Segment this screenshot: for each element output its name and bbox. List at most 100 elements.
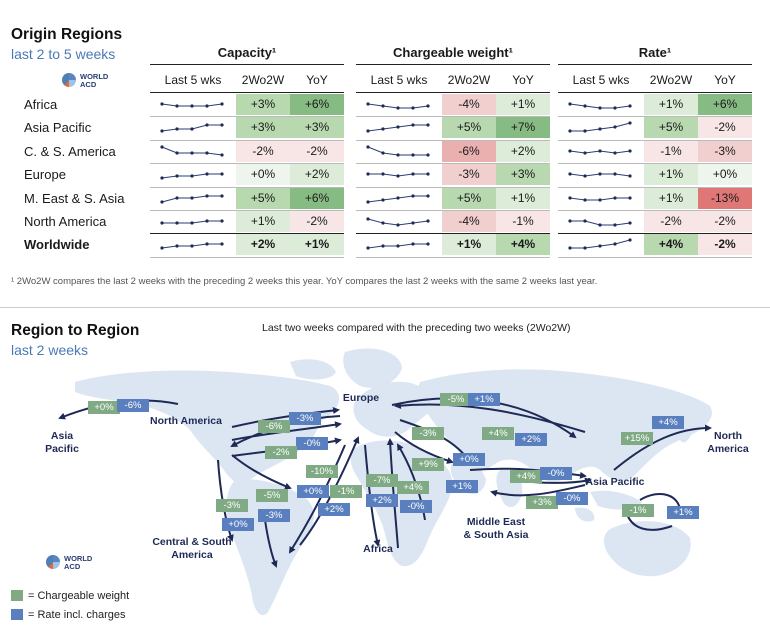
chargeable-weight-badge: +9% [412, 458, 444, 471]
rate-badge: +2% [318, 503, 350, 516]
sparkline [568, 102, 632, 110]
trade-flow-arrow [231, 407, 340, 428]
sparkline [366, 242, 430, 250]
column-header: Last 5 wks [572, 73, 630, 87]
row-rule [356, 163, 550, 165]
rate-badge: -0% [540, 467, 572, 480]
map-label-africa: Africa [363, 543, 393, 555]
logo-text: WORLD ACD [80, 72, 109, 89]
value-cell: -4% [442, 211, 496, 232]
sparkline [366, 102, 430, 110]
group-header-rule [558, 64, 752, 65]
chargeable-weight-badge: -5% [256, 489, 288, 502]
rate-badge: -3% [289, 412, 321, 425]
value-cell: -2% [698, 234, 752, 256]
row-rule [150, 163, 344, 165]
sparkline [160, 102, 224, 108]
sparkline [568, 195, 632, 202]
value-cell: -2% [644, 211, 698, 232]
chargeable-weight-badge: -1% [622, 504, 654, 517]
rate-badge: +4% [652, 416, 684, 429]
sparkline [366, 217, 430, 227]
value-cell: -1% [644, 140, 698, 162]
value-cell: +3% [236, 94, 290, 115]
sparkline [366, 172, 430, 178]
row-label: Asia Pacific [24, 120, 92, 136]
column-header: Last 5 wks [164, 73, 222, 87]
rate-badge: +2% [515, 433, 547, 446]
row-rule [558, 210, 752, 211]
value-cell: +7% [496, 117, 550, 139]
map-label-central-south-america: Central & South America [152, 536, 232, 561]
value-cell: -2% [236, 140, 290, 162]
page-subtitle: last 2 to 5 weeks [11, 46, 116, 62]
value-cell: -2% [698, 117, 752, 139]
trade-flow-arrow [264, 519, 278, 568]
legend-label-chargeable-weight: = Chargeable weight [28, 590, 130, 602]
value-cell: +2% [290, 164, 344, 186]
column-header: 2Wo2W [447, 73, 491, 87]
chargeable-weight-badge: +15% [621, 432, 653, 445]
group-header-rule [356, 64, 550, 65]
row-rule [150, 256, 344, 258]
chargeable-weight-badge: -6% [258, 420, 290, 433]
chargeable-weight-badge: +0% [88, 401, 120, 414]
value-cell: +6% [290, 94, 344, 115]
value-cell: -4% [442, 94, 496, 115]
legend-swatch-chargeable-weight [11, 590, 23, 601]
value-cell: +5% [236, 187, 290, 209]
value-cell: +4% [496, 234, 550, 256]
group-header-rule [150, 64, 344, 65]
sparkline [568, 219, 632, 227]
value-cell: -3% [698, 140, 752, 162]
value-cell: +0% [236, 164, 290, 186]
row-rule [558, 256, 752, 258]
sparkline [568, 238, 632, 250]
rate-badge: +0% [222, 518, 254, 531]
row-rule [558, 116, 752, 118]
row-rule [558, 233, 752, 235]
section-divider [0, 307, 770, 308]
value-cell: +1% [496, 187, 550, 209]
chargeable-weight-badge: -3% [216, 499, 248, 512]
row-label: Europe [24, 167, 66, 183]
column-header: YoY [512, 73, 534, 87]
trade-flow-arrow [490, 484, 586, 497]
rate-badge: -0% [400, 500, 432, 513]
value-cell: -1% [496, 211, 550, 232]
world-acd-logo-bottom: WORLD ACD [46, 553, 106, 573]
sparkline [366, 145, 430, 157]
row-rule [558, 163, 752, 165]
trade-flow-arrow [299, 436, 360, 546]
rate-badge: +0% [453, 453, 485, 466]
column-header: 2Wo2W [649, 73, 693, 87]
map-subtitle: last 2 weeks [11, 342, 89, 358]
column-header-rule [150, 92, 344, 93]
rate-badge: +1% [468, 393, 500, 406]
value-cell: +6% [290, 187, 344, 209]
group-header-1: Chargeable weight¹ [393, 45, 513, 60]
logo-text: WORLD ACD [64, 554, 93, 571]
chargeable-weight-badge: -2% [265, 446, 297, 459]
value-cell: +1% [442, 234, 496, 256]
row-label: North America [24, 214, 107, 229]
map-title: Region to Region [11, 322, 140, 339]
sparkline [568, 172, 632, 178]
chargeable-weight-badge: +3% [526, 496, 558, 509]
value-cell: +1% [644, 94, 698, 115]
chargeable-weight-badge: -5% [440, 393, 472, 406]
sparkline [160, 242, 224, 250]
value-cell: +1% [644, 187, 698, 209]
value-cell: +2% [236, 234, 290, 256]
value-cell: +0% [698, 164, 752, 186]
value-cell: +3% [236, 117, 290, 139]
globe-icon [62, 73, 76, 87]
row-rule [356, 210, 550, 211]
value-cell: -3% [442, 164, 496, 186]
world-acd-logo: WORLD ACD [62, 71, 122, 91]
sparkline [366, 193, 430, 204]
rate-badge: +1% [667, 506, 699, 519]
sparkline [160, 172, 224, 180]
row-rule [558, 139, 752, 141]
value-cell: -2% [290, 140, 344, 162]
